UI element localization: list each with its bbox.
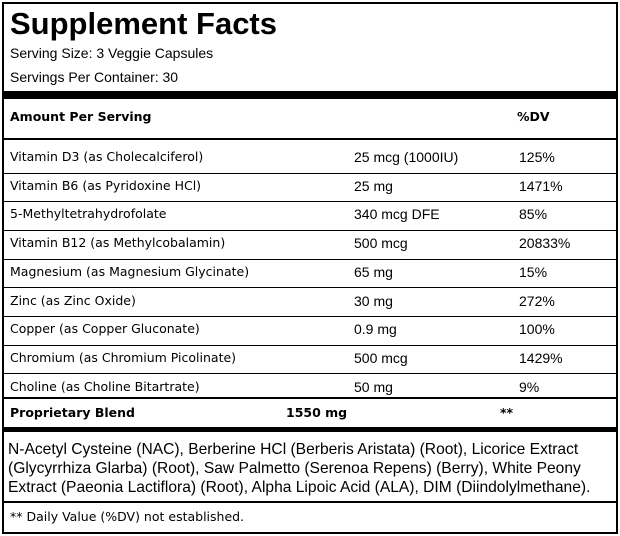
nutrient-name: Copper (as Copper Gluconate)	[10, 321, 200, 337]
nutrient-dv: 1471%	[519, 177, 563, 194]
blend-dv: **	[500, 405, 514, 420]
row-rule	[4, 316, 616, 317]
row-rule	[4, 258, 616, 260]
nutrient-amount: 65 mg	[354, 263, 393, 280]
nutrient-dv: 272%	[519, 292, 555, 309]
servings-per-container: Servings Per Container: 30	[10, 69, 179, 85]
nutrient-name: Vitamin B12 (as Methylcobalamin)	[10, 235, 226, 251]
nutrient-amount: 50 mg	[354, 378, 393, 395]
header-amount: Amount Per Serving	[10, 109, 152, 124]
nutrient-dv: 85%	[519, 206, 548, 223]
nutrient-dv: 1429%	[519, 349, 563, 366]
nutrient-amount: 500 mcg	[354, 235, 408, 252]
rule	[4, 138, 616, 140]
blend-amount: 1550 mg	[286, 405, 348, 420]
ingredients: N-Acetyl Cysteine (NAC), Berberine HCl (…	[8, 441, 591, 496]
nutrient-amount: 500 mcg	[354, 349, 408, 366]
nutrient-name: Vitamin D3 (as Cholecalciferol)	[10, 149, 204, 164]
thick-rule	[4, 427, 616, 432]
rule	[4, 501, 616, 503]
header-dv: %DV	[517, 109, 550, 124]
nutrient-amount: 30 mg	[354, 292, 393, 309]
row-rule	[4, 229, 616, 231]
thick-rule	[4, 91, 616, 99]
rule	[4, 397, 616, 399]
row-rule	[4, 344, 616, 346]
nutrient-amount: 0.9 mg	[354, 321, 397, 338]
nutrient-name: Vitamin B6 (as Pyridoxine HCl)	[10, 177, 202, 193]
row-rule	[4, 373, 616, 375]
row-rule	[4, 172, 616, 174]
footnote: ** Daily Value (%DV) not established.	[10, 509, 245, 524]
nutrient-dv: 100%	[519, 321, 555, 338]
title: Supplement Facts	[10, 6, 277, 41]
nutrient-name: Chromium (as Chromium Picolinate)	[10, 349, 237, 365]
nutrient-amount: 25 mcg (1000IU)	[354, 149, 459, 165]
nutrient-dv: 15%	[519, 263, 548, 280]
nutrient-name: Zinc (as Zinc Oxide)	[10, 292, 136, 308]
nutrient-name: 5-Methyltetrahydrofolate	[10, 206, 167, 222]
nutrient-amount: 340 mcg DFE	[354, 206, 440, 223]
nutrient-amount: 25 mg	[354, 177, 393, 194]
nutrient-dv: 125%	[519, 149, 555, 165]
blend-name: Proprietary Blend	[10, 405, 135, 420]
nutrient-name: Magnesium (as Magnesium Glycinate)	[10, 263, 250, 279]
serving-size: Serving Size: 3 Veggie Capsules	[10, 45, 214, 61]
nutrient-dv: 20833%	[519, 235, 571, 252]
nutrient-name: Choline (as Choline Bitartrate)	[10, 378, 200, 394]
row-rule	[4, 287, 616, 289]
row-rule	[4, 201, 616, 203]
nutrient-dv: 9%	[519, 378, 540, 395]
